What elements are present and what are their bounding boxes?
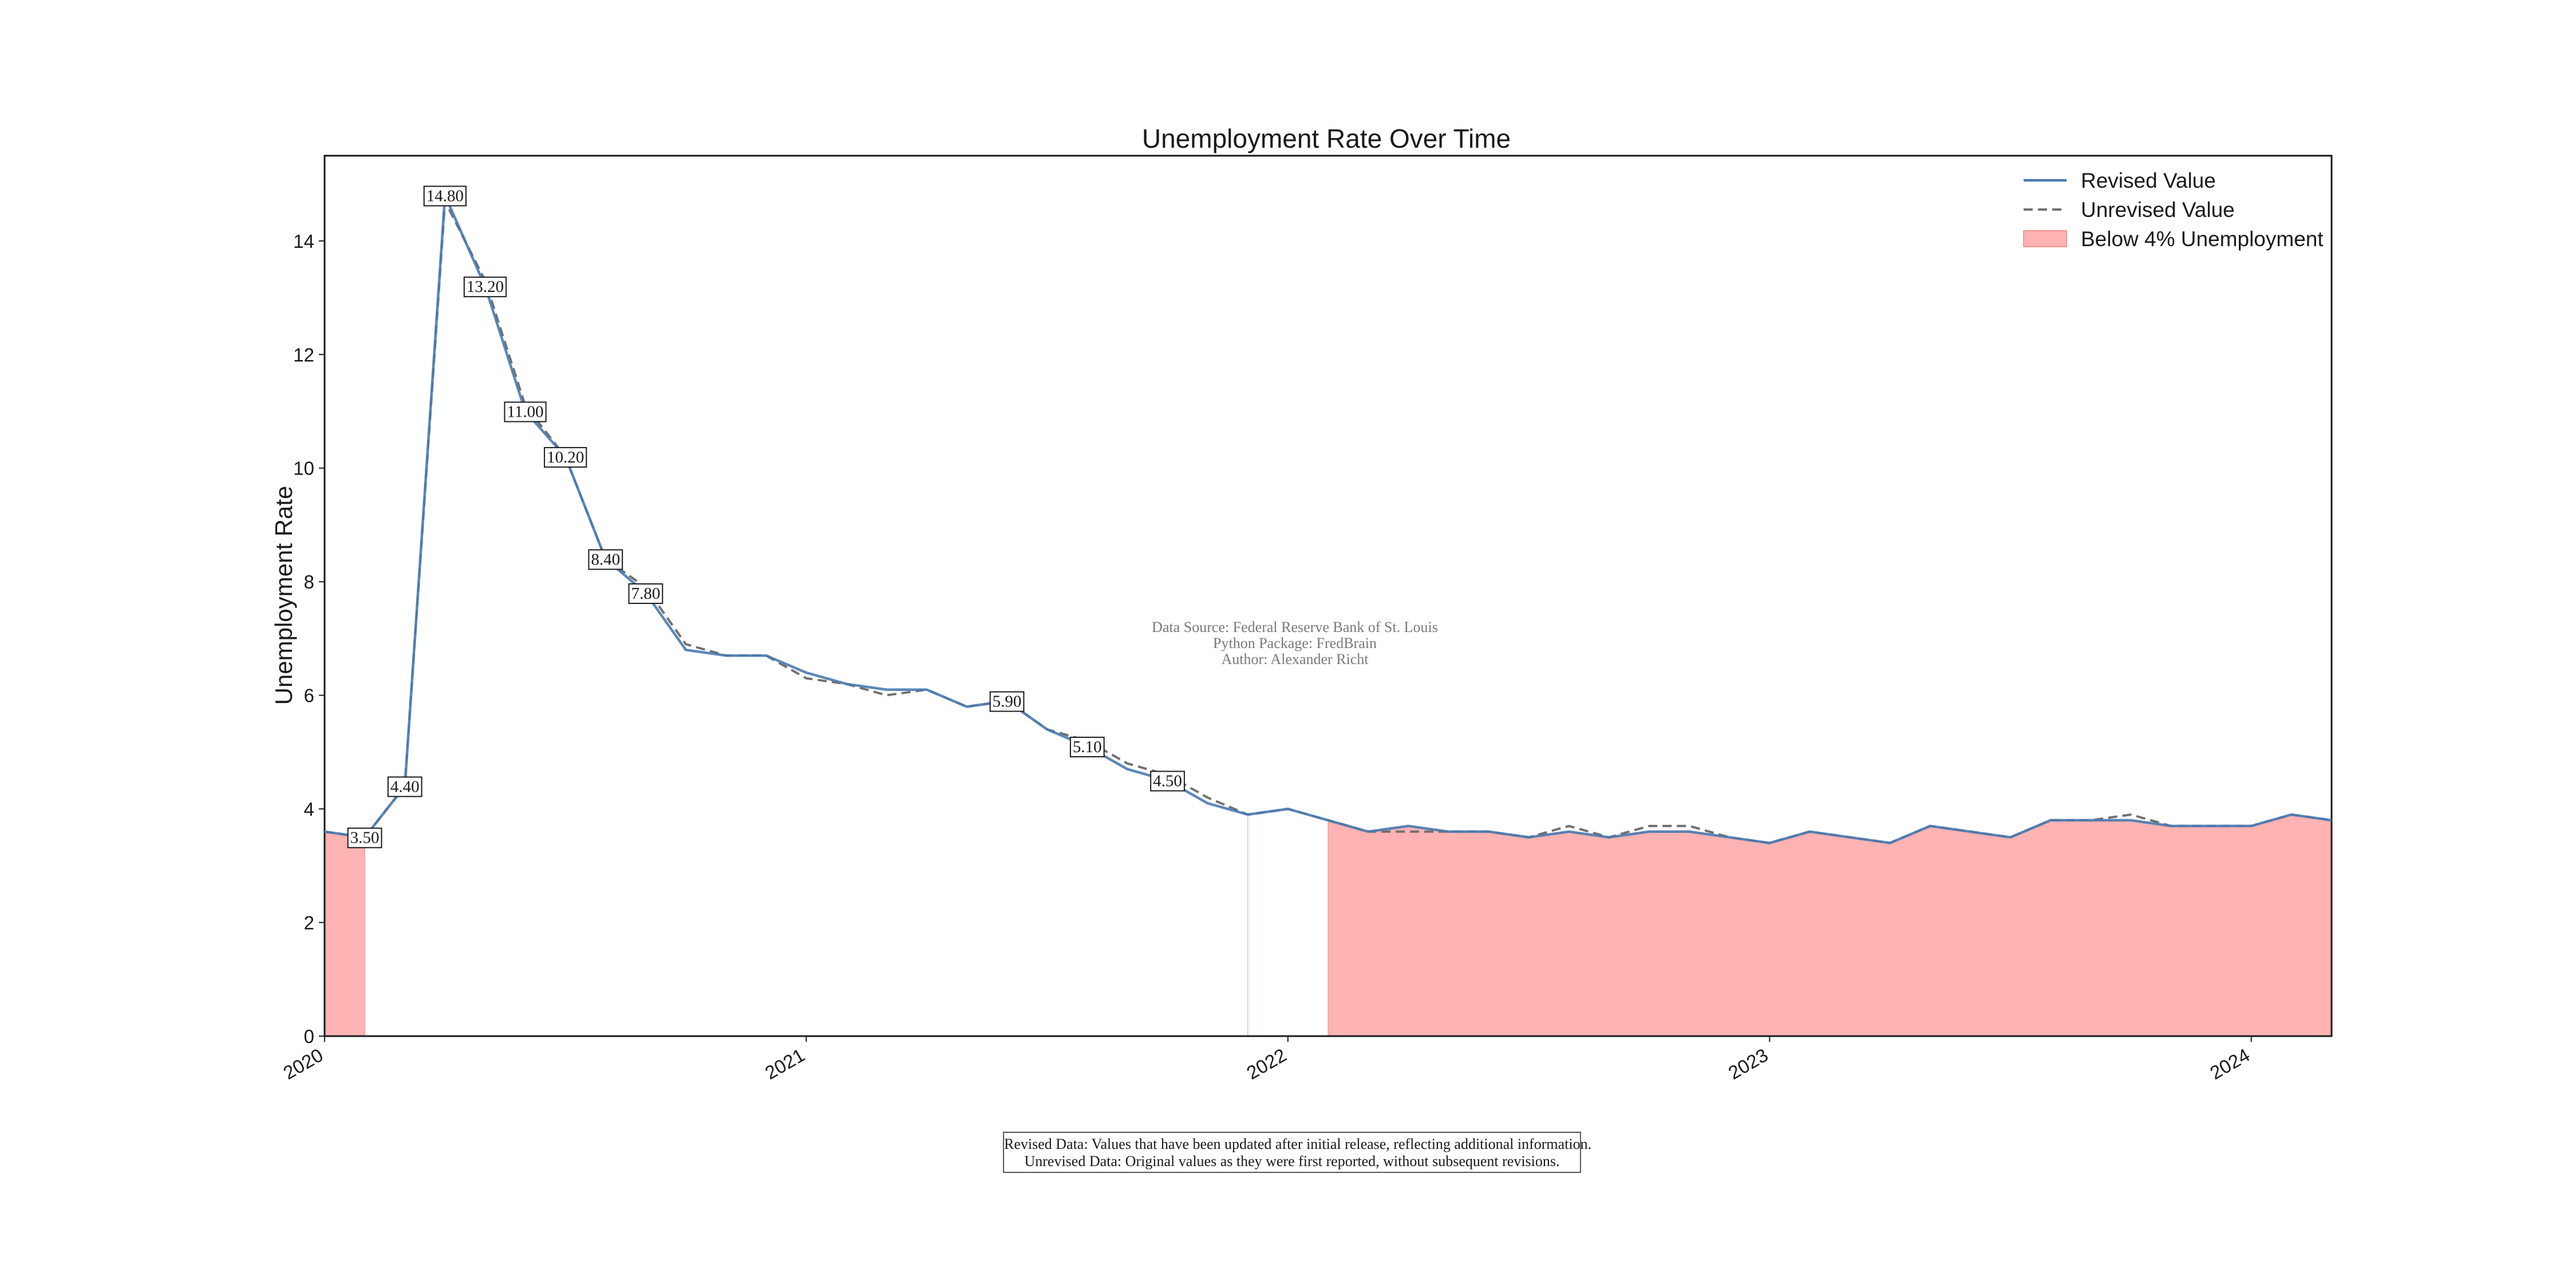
data-label-box [347,827,382,848]
y-tick-label: 6 [304,685,314,706]
data-label-text: 11.00 [507,403,544,421]
y-tick-label: 4 [304,799,314,820]
data-label: 5.10 [1069,736,1105,757]
data-label-box [423,185,467,207]
data-label-text: 8.40 [591,551,620,569]
data-label: 4.40 [387,776,422,797]
x-tick-label: 2020 [279,1044,326,1084]
legend-shade-label: Below 4% Unemployment [2081,227,2324,251]
shade-region [324,831,365,1037]
data-labels: 3.50 4.40 14.80 13.20 11.00 10.20 8.40 7.80 5.90… [347,185,1185,848]
data-label-box [387,776,422,797]
data-label-text: 7.80 [631,584,661,603]
y-tick-label: 0 [304,1026,314,1047]
author-line: Author: Alexander Richt [1221,651,1369,667]
package-line: Python Package: FredBrain [1213,635,1377,651]
y-tick-label: 10 [293,458,314,479]
data-label-text: 10.20 [547,448,584,467]
y-tick-label: 14 [293,231,314,252]
data-label-text: 3.50 [350,829,380,847]
unrevised-value-line [324,196,2332,844]
x-tick-label: 2021 [761,1044,808,1084]
unrevised-definition: Unrevised Data: Original values as they … [1024,1153,1560,1170]
y-tick-label: 12 [293,344,314,365]
data-label-box [588,549,623,570]
legend-unrevised-label: Unrevised Value [2081,198,2235,222]
x-tick-label: 2024 [2206,1044,2253,1084]
shade-region [1327,814,2332,1037]
revised-definition: Revised Data: Values that have been upda… [1004,1136,1592,1152]
data-label: 10.20 [544,447,587,468]
data-label-box [989,691,1025,712]
y-axis-title: Unemployment Rate [270,486,297,705]
data-label-text: 4.50 [1153,772,1182,790]
y-tick-label: 2 [304,912,314,934]
chart-title: Unemployment Rate Over Time [1142,124,1511,153]
y-tick-label: 8 [304,571,314,592]
data-label: 8.40 [588,549,623,570]
data-label-box [544,447,587,468]
source-line: Data Source: Federal Reserve Bank of St.… [1152,619,1438,635]
source-annotation: Data Source: Federal Reserve Bank of St.… [1152,619,1438,667]
data-label-box [463,276,507,298]
data-label: 7.80 [628,583,663,605]
legend: Revised Value Unrevised Value Below 4% U… [2023,169,2324,251]
data-label: 13.20 [463,276,507,298]
data-label: 3.50 [347,827,382,848]
legend-shade-swatch [2023,230,2067,247]
legend-revised-label: Revised Value [2081,169,2216,192]
revised-value-line [324,195,2332,844]
data-label-text: 13.20 [467,278,504,296]
data-label: 5.90 [989,691,1025,712]
data-label-box [628,583,663,605]
data-label: 11.00 [504,401,547,422]
data-label-text: 5.90 [993,693,1022,711]
data-label: 4.50 [1150,771,1185,792]
x-axis-ticks: 2020 2021 2022 2023 2024 [279,1036,2253,1084]
below-threshold-shading [324,814,2332,1037]
data-label-box [504,401,547,422]
data-label: 14.80 [423,185,467,207]
data-label-text: 4.40 [390,777,420,796]
data-label-box [1150,771,1185,792]
x-tick-label: 2023 [1725,1044,1772,1084]
data-definitions-box: Revised Data: Values that have been upda… [1003,1132,1592,1173]
x-tick-label: 2022 [1243,1044,1290,1084]
data-label-text: 14.80 [426,187,464,205]
data-label-text: 5.10 [1073,738,1102,756]
plot-area-frame [323,155,2333,1037]
y-axis-ticks: 0 2 4 6 8 10 12 14 [293,231,325,1047]
data-label-box [1069,736,1105,757]
